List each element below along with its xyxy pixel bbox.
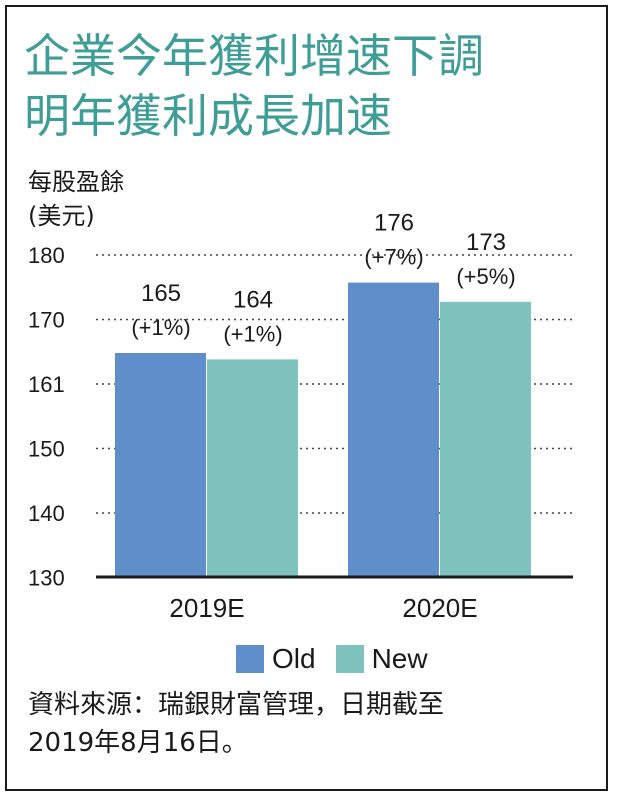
legend-swatch-old bbox=[236, 645, 264, 673]
legend: Old New bbox=[236, 643, 448, 675]
data-label-value: 176 bbox=[374, 210, 414, 237]
x-category-label: 2020E bbox=[402, 593, 477, 623]
data-label-change: (+5%) bbox=[456, 264, 515, 289]
bar-old-2020E bbox=[348, 282, 439, 577]
title-line-2: 明年獲利成長加速 bbox=[24, 89, 392, 143]
data-label-value: 165 bbox=[141, 280, 181, 307]
y-tick-label: 140 bbox=[28, 501, 65, 526]
y-axis-label-line-2: (美元) bbox=[28, 202, 95, 230]
legend-label-new: New bbox=[371, 643, 428, 674]
chart-title: 企業今年獲利增速下調 明年獲利成長加速 bbox=[24, 26, 484, 146]
data-label-value: 164 bbox=[233, 286, 273, 313]
title-line-1: 企業今年獲利增速下調 bbox=[24, 29, 484, 83]
data-label-change: (+1%) bbox=[223, 321, 282, 346]
source-note: 資料來源：瑞銀財富管理，日期截至 2019年8月16日。 bbox=[28, 686, 444, 762]
legend-item-old: Old bbox=[236, 643, 316, 675]
bar-old-2019E bbox=[115, 353, 206, 577]
y-tick-label: 161 bbox=[28, 372, 65, 397]
data-label-value: 173 bbox=[466, 229, 506, 256]
bar-new-2020E bbox=[440, 301, 531, 577]
y-tick-label: 150 bbox=[28, 437, 65, 462]
source-line-2: 2019年8月16日。 bbox=[28, 728, 248, 758]
y-tick-label: 180 bbox=[28, 243, 65, 268]
y-axis-label: 每股盈餘 (美元) bbox=[28, 165, 124, 233]
y-tick-label: 130 bbox=[28, 566, 65, 591]
x-category-label: 2019E bbox=[169, 593, 244, 623]
source-line-1: 資料來源：瑞銀財富管理，日期截至 bbox=[28, 690, 445, 720]
legend-item-new: New bbox=[335, 643, 428, 675]
y-tick-label: 170 bbox=[28, 308, 65, 333]
bar-new-2019E bbox=[207, 359, 298, 577]
legend-label-old: Old bbox=[272, 643, 316, 674]
data-label-change: (+7%) bbox=[364, 245, 423, 270]
legend-swatch-new bbox=[335, 645, 364, 673]
data-label-change: (+1%) bbox=[131, 315, 190, 340]
y-axis-label-line-1: 每股盈餘 bbox=[28, 168, 124, 196]
